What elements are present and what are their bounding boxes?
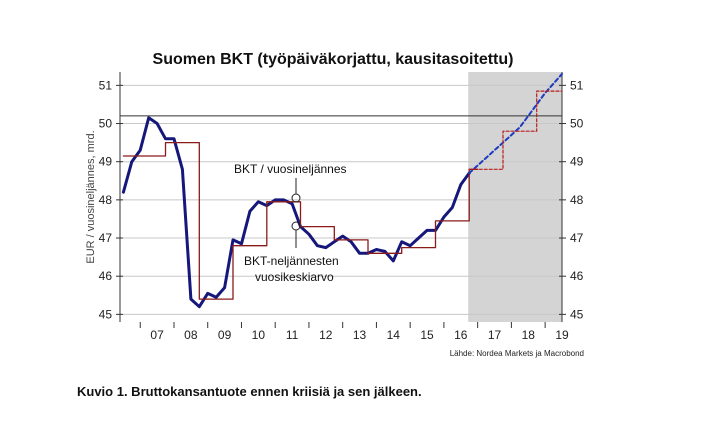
axes <box>119 72 563 322</box>
figure-caption: Kuvio 1. Bruttokansantuote ennen kriisiä… <box>77 384 422 399</box>
series-line <box>121 116 471 309</box>
y-tick-label-right: 48 <box>570 193 584 207</box>
series-layer <box>121 72 563 309</box>
x-tick-label: 18 <box>522 328 536 342</box>
x-tick-label: 08 <box>184 328 198 342</box>
x-axis-ticks: 07 08 09 10 11 12 13 14 15 16 17 18 19 <box>139 322 569 342</box>
y-axis-left-ticks: 45 46 47 48 49 50 51 <box>99 78 123 321</box>
x-tick-label: 16 <box>454 328 468 342</box>
y-axis-right-ticks: 45 46 47 48 49 50 51 <box>559 78 584 321</box>
source-note: Lähde: Nordea Markets ja Macrobond <box>450 349 584 358</box>
y-tick-label-left: 51 <box>99 78 113 92</box>
x-tick-label: 14 <box>387 328 401 342</box>
y-tick-label-left: 47 <box>99 231 113 245</box>
x-tick-label: 11 <box>286 328 299 342</box>
chart-title: Suomen BKT (työpäiväkorjattu, kausitasoi… <box>153 51 514 68</box>
x-tick-label: 07 <box>150 328 164 342</box>
y-tick-label-right: 46 <box>570 269 584 283</box>
x-tick-label: 10 <box>252 328 266 342</box>
y-tick-label-right: 45 <box>570 307 584 321</box>
y-tick-label-right: 49 <box>570 155 584 169</box>
annotation-annual-line2: vuosikeskiarvo <box>255 270 334 284</box>
x-tick-label: 13 <box>353 328 367 342</box>
y-tick-label-right: 51 <box>570 78 584 92</box>
y-tick-label-right: 47 <box>570 231 584 245</box>
series-line <box>122 141 479 300</box>
x-tick-label: 19 <box>555 328 569 342</box>
gdp-chart: Suomen BKT (työpäiväkorjattu, kausitasoi… <box>85 51 584 358</box>
y-axis-label: EUR / vuosineljännes, mrd. <box>85 130 97 263</box>
x-tick-label: 15 <box>420 328 434 342</box>
annotation-quarterly-marker <box>291 193 301 203</box>
x-tick-label: 09 <box>218 328 232 342</box>
y-tick-label-left: 50 <box>99 117 113 131</box>
x-tick-label: 17 <box>488 328 502 342</box>
y-tick-label-right: 50 <box>570 117 584 131</box>
series-line <box>468 90 563 170</box>
y-tick-label-left: 46 <box>99 269 113 283</box>
forecast-shading <box>468 72 562 322</box>
annotation-quarterly: BKT / vuosineljännes <box>234 162 347 176</box>
annotation-annual-line1: BKT-neljännesten <box>244 254 339 268</box>
y-tick-label-left: 48 <box>99 193 113 207</box>
y-tick-label-left: 45 <box>99 307 113 321</box>
y-tick-label-left: 49 <box>99 155 113 169</box>
x-tick-label: 12 <box>319 328 333 342</box>
